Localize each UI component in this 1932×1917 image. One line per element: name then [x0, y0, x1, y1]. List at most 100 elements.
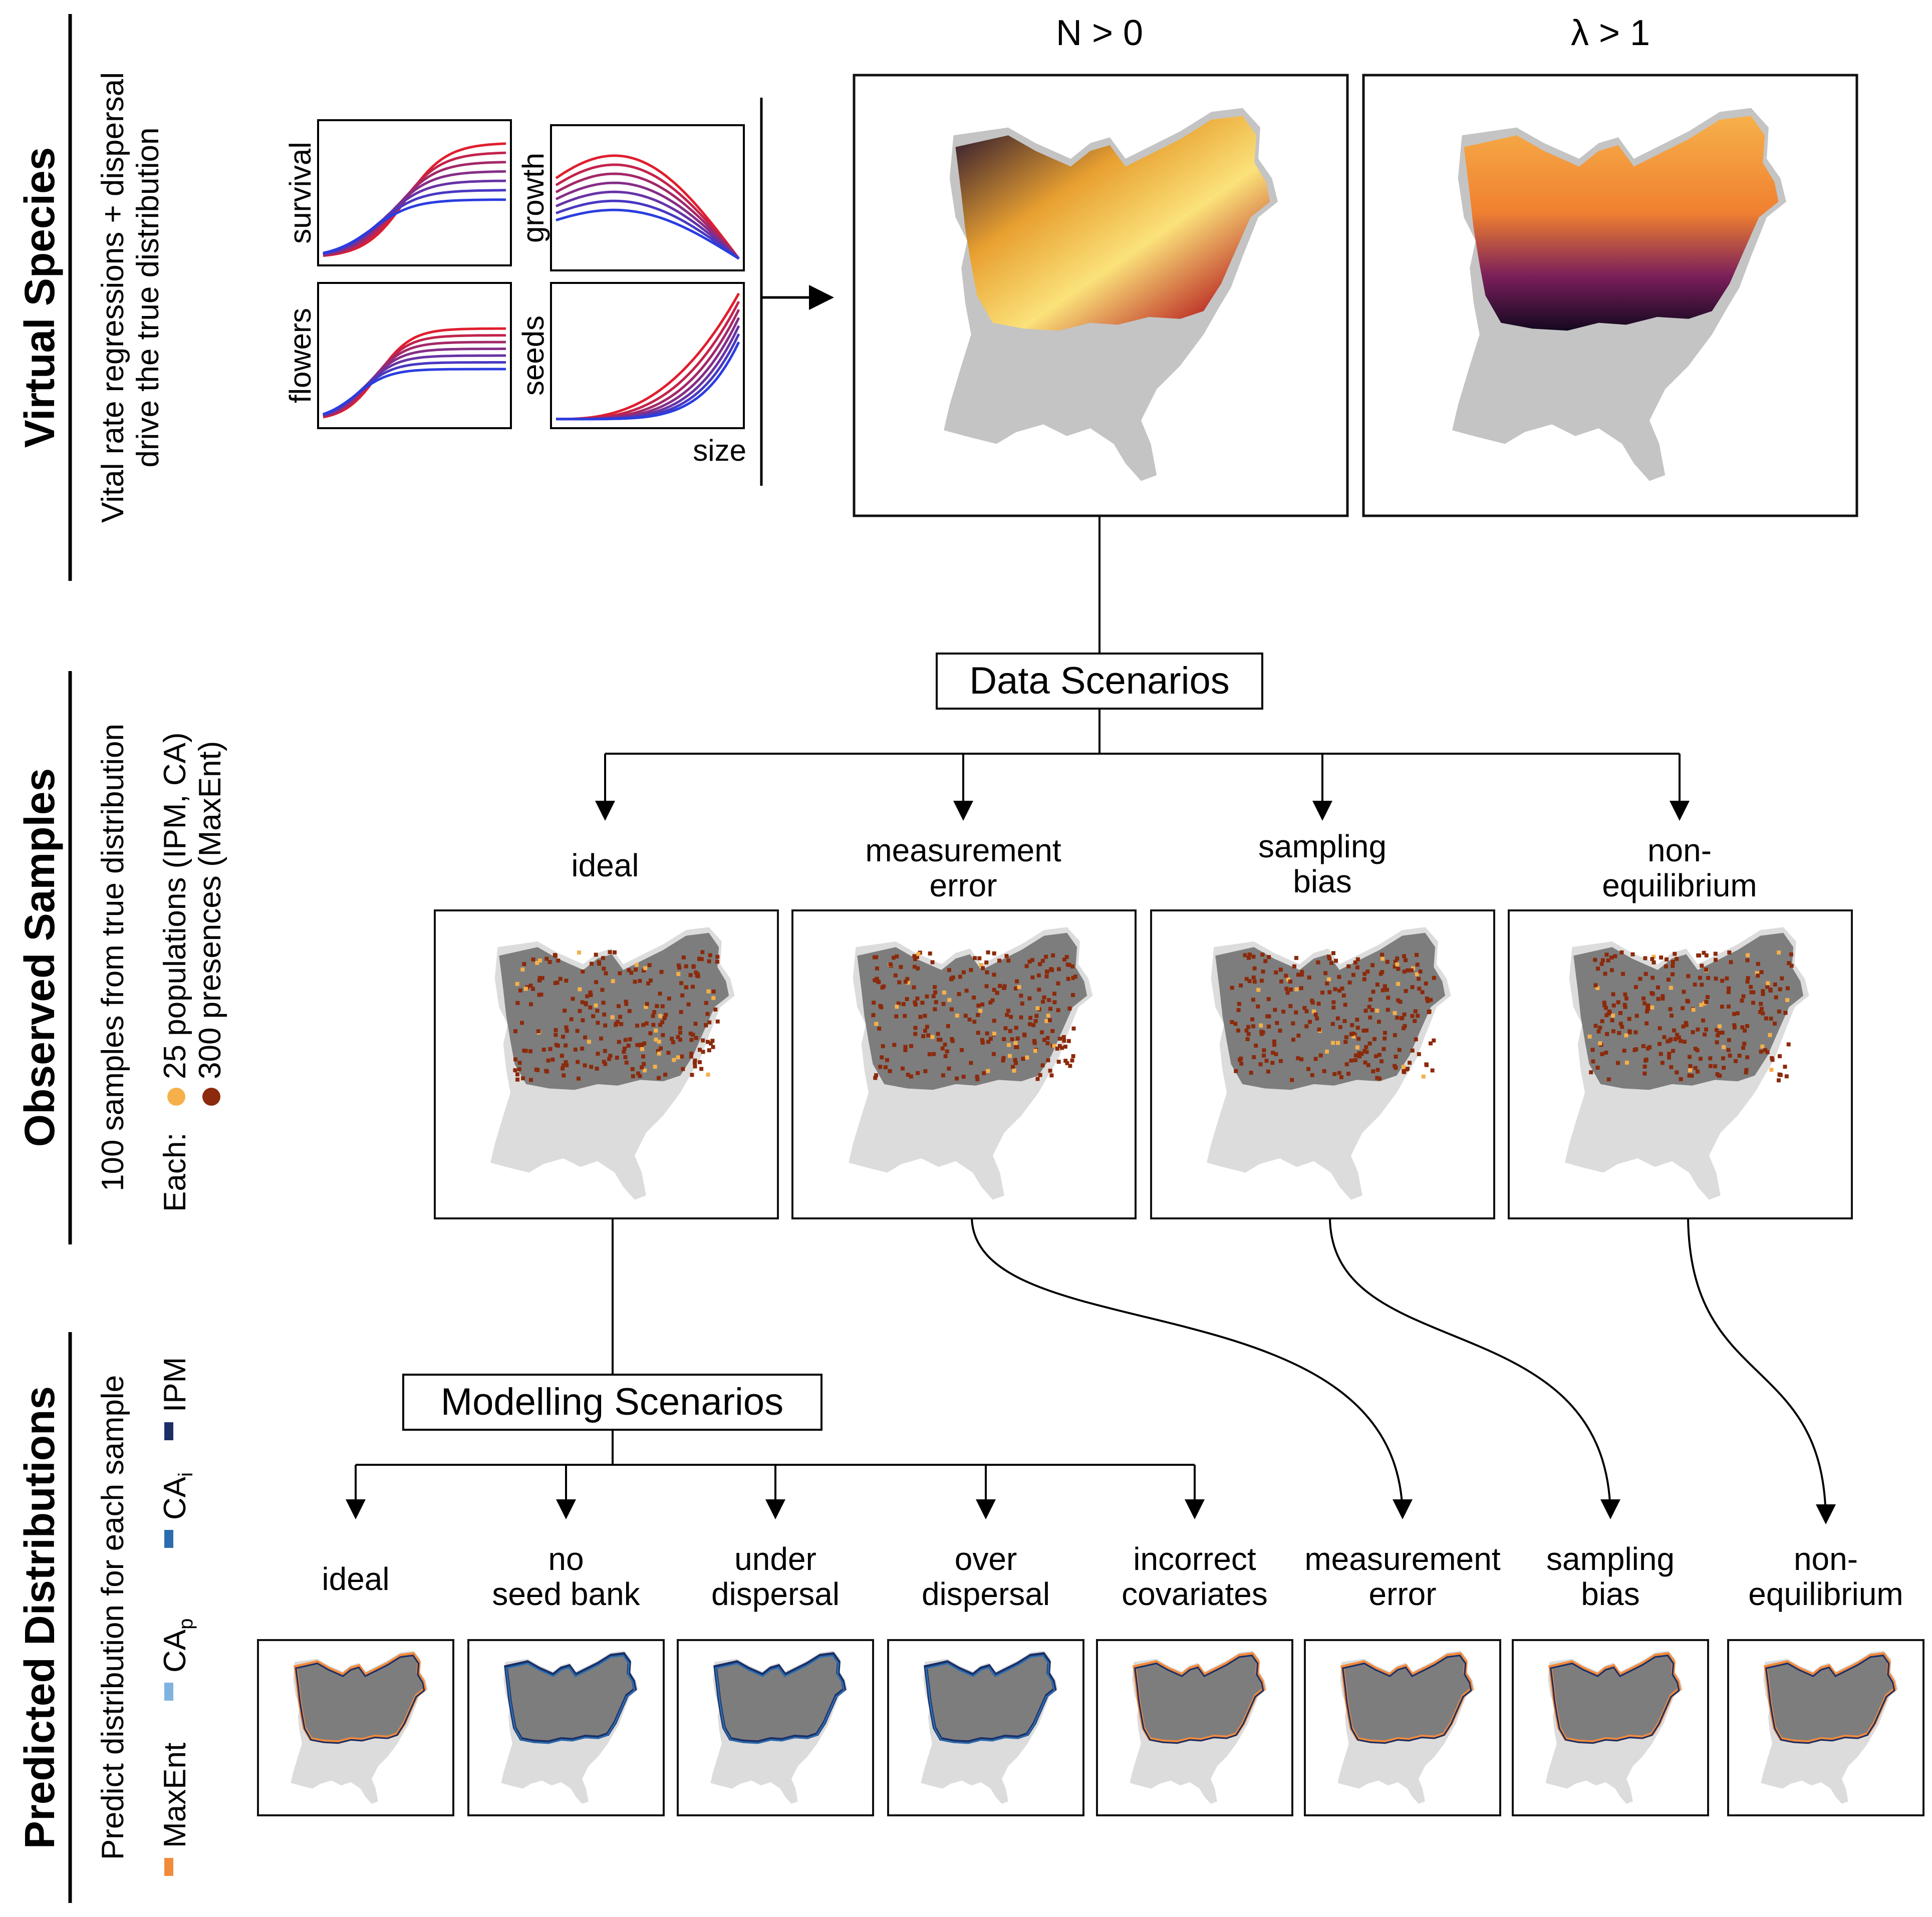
- curves-growth: [555, 154, 740, 260]
- presence-point: [1300, 970, 1304, 974]
- presence-point: [1327, 956, 1332, 961]
- presence-point: [1593, 957, 1597, 962]
- presence-point: [957, 992, 961, 996]
- presence-point: [1040, 1030, 1044, 1035]
- presence-point: [537, 993, 541, 997]
- presence-point: [1596, 967, 1600, 971]
- presence-point: [679, 1010, 683, 1014]
- presence-point: [1013, 1058, 1017, 1062]
- presence-point: [1708, 1064, 1713, 1068]
- presence-point: [1057, 1037, 1062, 1041]
- presence-point: [980, 1041, 985, 1045]
- population-point: [1259, 1023, 1263, 1028]
- presence-point: [1740, 999, 1744, 1003]
- presence-point: [1672, 1028, 1677, 1033]
- population-point: [515, 982, 519, 986]
- presence-point: [923, 1014, 927, 1018]
- presence-point: [1610, 1018, 1614, 1023]
- presence-point: [1642, 1071, 1647, 1076]
- presence-point: [1250, 1017, 1255, 1022]
- presence-point: [1330, 1022, 1335, 1026]
- presence-point: [1670, 1013, 1674, 1018]
- presence-point: [1344, 1062, 1349, 1067]
- presence-point: [515, 1072, 519, 1077]
- presence-point: [618, 971, 622, 976]
- presence-point: [998, 984, 1002, 988]
- presence-point: [1377, 1020, 1381, 1024]
- population-point: [1355, 1045, 1359, 1050]
- presence-point: [701, 1038, 705, 1043]
- presence-point: [676, 1035, 680, 1039]
- presence-point: [603, 1049, 607, 1053]
- presence-point: [1327, 990, 1332, 995]
- presence-point: [616, 1020, 620, 1024]
- presence-point: [1684, 1023, 1689, 1027]
- presence-point: [1706, 995, 1710, 999]
- presence-point: [544, 956, 549, 961]
- presence-point: [873, 978, 877, 983]
- presence-point: [695, 973, 699, 978]
- presence-point: [1397, 1048, 1402, 1052]
- presence-point: [903, 1048, 908, 1052]
- presence-point: [689, 1054, 693, 1059]
- presence-point: [1313, 1013, 1318, 1017]
- presence-point: [624, 1060, 629, 1065]
- presence-point: [905, 977, 910, 981]
- presence-point: [691, 1033, 695, 1037]
- presence-point: [1599, 962, 1604, 966]
- presence-point: [871, 1013, 876, 1018]
- population-point: [577, 950, 582, 955]
- presence-point: [1236, 1008, 1241, 1012]
- vital-rate-panels: survival growth flowers seeds size: [284, 119, 746, 467]
- presence-point: [540, 976, 544, 980]
- presence-point: [684, 985, 688, 990]
- presence-point: [1041, 1000, 1045, 1004]
- presence-point: [1429, 1041, 1433, 1046]
- presence-point: [663, 1073, 668, 1077]
- scenario-label-line1: non-: [1794, 1541, 1858, 1577]
- presence-point: [909, 1044, 914, 1048]
- population-point: [992, 1032, 996, 1036]
- presence-point: [563, 1009, 567, 1013]
- presence-point: [550, 1057, 555, 1062]
- scenario-label-line1: no: [548, 1541, 584, 1577]
- presence-point: [1294, 1010, 1298, 1015]
- presence-point: [652, 1010, 657, 1014]
- presence-point: [1745, 1055, 1750, 1060]
- presence-point: [1698, 1057, 1703, 1061]
- presence-point: [1761, 992, 1765, 996]
- presence-point: [1251, 975, 1256, 980]
- presence-point: [1732, 1023, 1737, 1028]
- presence-point: [1744, 1068, 1749, 1072]
- presence-point: [893, 973, 898, 978]
- presence-point: [1760, 1007, 1764, 1011]
- presence-point: [1252, 980, 1257, 984]
- presence-point: [617, 1004, 621, 1009]
- presence-point: [1357, 1052, 1362, 1057]
- presence-point: [1364, 1045, 1368, 1049]
- presence-point: [973, 956, 977, 961]
- presence-point: [1071, 993, 1075, 997]
- presence-point: [614, 1023, 618, 1027]
- panel-label-flowers: flowers: [284, 308, 317, 403]
- presence-point: [1329, 961, 1333, 965]
- presence-point: [1386, 996, 1391, 1000]
- presence-point: [705, 1012, 710, 1016]
- presence-point: [1611, 1029, 1615, 1034]
- presence-point: [940, 1046, 945, 1051]
- presence-point: [1060, 1046, 1064, 1050]
- presence-point: [642, 969, 646, 973]
- presence-point: [513, 1057, 517, 1062]
- predicted-distributions-section: Predicted Distributions Predict distribu…: [16, 1332, 197, 1903]
- population-point: [1421, 1074, 1426, 1079]
- presence-point: [972, 996, 976, 1000]
- data-scenario-sampling-bias: sampling bias: [1150, 828, 1495, 1219]
- presence-point: [925, 994, 929, 999]
- presence-point: [1275, 1021, 1279, 1025]
- vital-rate-curve: [556, 341, 740, 421]
- presence-point: [1659, 1052, 1663, 1056]
- legend-label-maxent: MaxEnt: [158, 1743, 192, 1848]
- presence-point: [667, 997, 671, 1001]
- presence-point: [1650, 992, 1655, 996]
